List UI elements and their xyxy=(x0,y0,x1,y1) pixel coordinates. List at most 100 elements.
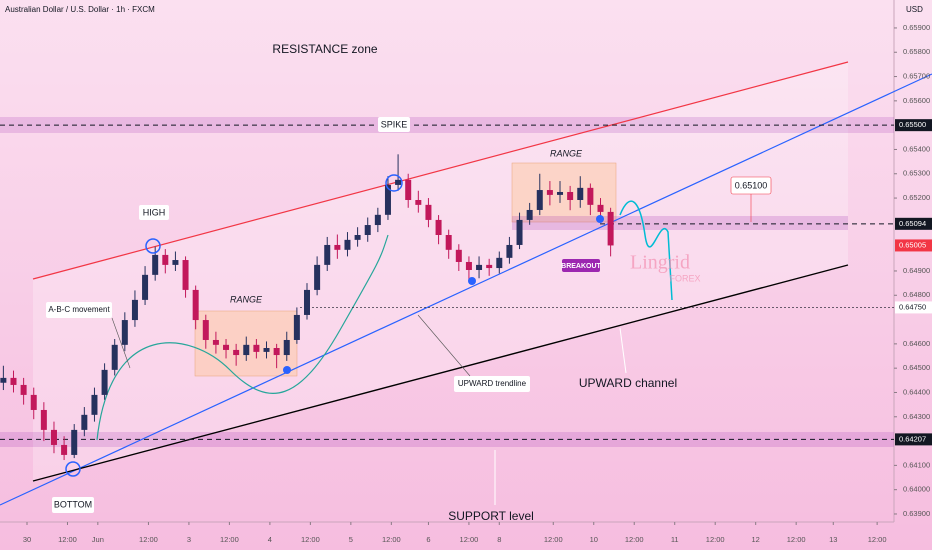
x-tick-label: 12:00 xyxy=(706,535,725,544)
breakout-band xyxy=(512,216,848,230)
y-tick-label: 0.64100 xyxy=(903,460,930,469)
label-box xyxy=(378,117,410,132)
candle-body xyxy=(607,211,614,246)
candle-body xyxy=(506,244,513,258)
annotation: SPIKE xyxy=(381,119,408,129)
x-tick-label: 12 xyxy=(752,535,760,544)
candle-body xyxy=(395,179,402,185)
projection-path xyxy=(619,200,673,301)
candle-body xyxy=(536,190,543,210)
candle-body xyxy=(223,344,230,350)
candle-body xyxy=(243,344,250,356)
candle-body xyxy=(212,339,219,345)
candle-body xyxy=(455,249,462,262)
support-band xyxy=(0,432,894,447)
candle-body xyxy=(40,409,47,430)
candle-body xyxy=(314,264,321,290)
pointer xyxy=(417,314,471,377)
annotation: BREAKOUT xyxy=(561,263,601,270)
annotation: UPWARD trendline xyxy=(458,379,527,388)
x-tick-label: 4 xyxy=(268,535,272,544)
candle-body xyxy=(91,394,98,415)
x-tick-label: 6 xyxy=(426,535,430,544)
candle-body xyxy=(152,254,159,275)
candle-body xyxy=(182,260,189,290)
candle-body xyxy=(384,184,391,215)
pivot-marker xyxy=(385,174,403,192)
price-label-box xyxy=(895,217,932,230)
candle-body xyxy=(526,209,533,220)
candle-body xyxy=(101,369,108,395)
candle-body xyxy=(435,219,442,235)
y-tick-label: 0.65700 xyxy=(903,72,930,81)
candle-body xyxy=(364,225,371,235)
price-label-box xyxy=(895,119,932,132)
candle-body xyxy=(567,191,574,201)
pointer xyxy=(619,327,627,374)
candle-body xyxy=(496,257,503,269)
label-box xyxy=(454,376,530,392)
touch-point xyxy=(468,277,476,285)
candle-body xyxy=(0,377,7,383)
x-tick-label: 12:00 xyxy=(544,535,563,544)
candle-body xyxy=(354,234,361,240)
x-tick-label: 12:00 xyxy=(868,535,887,544)
price-label: 0.65094 xyxy=(899,219,926,228)
x-tick-label: 10 xyxy=(590,535,598,544)
price-label: 0.64207 xyxy=(899,434,926,443)
price-label-box xyxy=(895,433,932,446)
candle-body xyxy=(405,179,412,201)
x-tick-label: 12:00 xyxy=(625,535,644,544)
label-box xyxy=(562,259,600,272)
x-tick-label: 12:00 xyxy=(58,535,77,544)
y-tick-label: 0.64400 xyxy=(903,387,930,396)
x-tick-label: 12:00 xyxy=(382,535,401,544)
label-box xyxy=(46,302,112,318)
annotation: A-B-C movement xyxy=(48,305,110,314)
candle-body xyxy=(111,344,118,370)
y-tick-label: 0.65600 xyxy=(903,96,930,105)
candle-body xyxy=(172,260,179,265)
candle-body xyxy=(303,289,310,315)
y-tick-label: 0.64600 xyxy=(903,339,930,348)
candle-body xyxy=(557,191,564,195)
x-tick-label: 30 xyxy=(23,535,31,544)
abc-path xyxy=(96,234,389,441)
candle-body xyxy=(344,239,351,250)
candle-body xyxy=(162,254,169,265)
candle-body xyxy=(273,348,280,356)
x-tick-label: 12:00 xyxy=(139,535,158,544)
annotation: UPWARD channel xyxy=(579,376,677,390)
candle-body xyxy=(577,187,584,201)
x-tick-label: Jun xyxy=(92,535,104,544)
pivot-marker xyxy=(65,461,81,477)
x-tick-label: 12:00 xyxy=(220,535,239,544)
price-label: 0.64750 xyxy=(899,302,926,311)
annotation: RESISTANCE zone xyxy=(272,42,377,56)
candle-body xyxy=(293,314,300,340)
x-tick-label: 5 xyxy=(349,535,353,544)
candle-body xyxy=(465,261,472,270)
candle-body xyxy=(81,414,88,430)
candle-body xyxy=(425,204,432,220)
label-box xyxy=(139,205,169,220)
candle-body xyxy=(202,320,209,340)
annotation: BOTTOM xyxy=(54,499,92,509)
y-tick-label: 0.63900 xyxy=(903,509,930,518)
candle-body xyxy=(597,204,604,212)
trendline xyxy=(0,73,932,506)
candle-body xyxy=(587,187,594,205)
y-tick-label: 0.64000 xyxy=(903,485,930,494)
currency: USD xyxy=(906,5,923,14)
watermark: Lingrid xyxy=(630,252,690,274)
x-tick-label: 11 xyxy=(671,535,679,544)
resistance-band xyxy=(0,117,894,133)
candle-body xyxy=(61,444,68,455)
candle-body xyxy=(324,244,331,265)
price-label-box xyxy=(895,301,932,314)
candle-body xyxy=(253,344,260,352)
y-tick-label: 0.65800 xyxy=(903,47,930,56)
candle-body xyxy=(50,429,57,445)
pointer xyxy=(111,317,131,369)
